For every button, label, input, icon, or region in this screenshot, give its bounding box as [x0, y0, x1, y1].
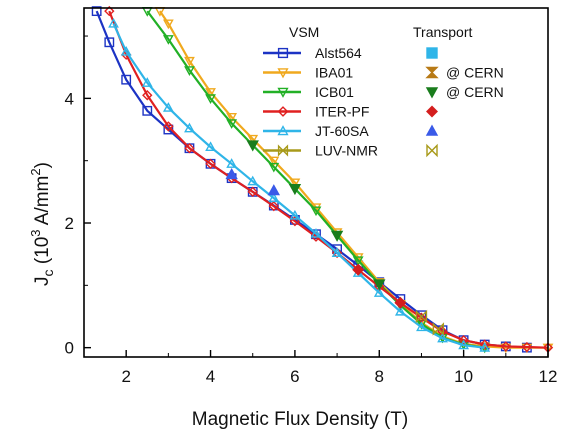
data-point-iter-pf [268, 200, 280, 212]
x-tick-label: 4 [206, 367, 215, 386]
legend-transport-marker-jt-60sa [425, 124, 439, 136]
legend-transport-note-iba01: @ CERN [446, 65, 504, 81]
data-point-iter-pf [184, 143, 195, 154]
transport-point-jt-60sa [225, 167, 238, 180]
series-line-jt-60sa [112, 23, 485, 349]
legend-label-alst564: Alst564 [315, 45, 362, 61]
data-point-jt-60sa [394, 305, 406, 316]
data-point-iter-pf [163, 121, 174, 132]
x-tick-label: 6 [290, 367, 299, 386]
legend-transport-marker-icb01 [425, 87, 439, 99]
data-point-iba01 [268, 156, 280, 167]
data-point-jt-60sa [437, 332, 448, 343]
data-point-jt-60sa [268, 192, 280, 203]
data-point-iba01 [289, 178, 301, 189]
data-point-icb01 [162, 35, 174, 45]
data-point-jt-60sa [458, 339, 470, 350]
data-point-alst564 [104, 37, 115, 48]
data-point-iter-pf [205, 158, 216, 169]
data-point-icb01 [310, 206, 322, 217]
data-point-jt-60sa [162, 102, 174, 112]
transport-point-jt-60sa [267, 184, 281, 196]
data-point-icb01 [352, 256, 364, 267]
legend-marker-jt-60sa [277, 125, 289, 136]
data-point-iba01 [162, 19, 174, 30]
transport-point-icb01 [288, 184, 302, 196]
x-tick-label: 8 [375, 367, 384, 386]
data-point-iba01 [184, 56, 195, 67]
data-point-icb01 [205, 94, 216, 105]
transport-point-iter-pf [394, 296, 407, 309]
legend-transport-marker-iba01 [425, 66, 439, 79]
transport-point-icb01 [330, 230, 344, 242]
x-tick-label: 2 [121, 367, 130, 386]
data-point-alst564 [91, 6, 102, 17]
legend-label-iter-pf: ITER-PF [315, 104, 369, 120]
plot-frame [83, 7, 549, 358]
data-point-jt-60sa [247, 175, 259, 186]
legend-label-luv-nmr: LUV-NMR [315, 143, 378, 159]
data-point-iter-pf [500, 341, 512, 352]
y-tick-label: 0 [65, 339, 74, 358]
data-point-jt-60sa [141, 77, 153, 87]
data-point-iter-pf [479, 339, 490, 350]
data-point-jt-60sa [184, 122, 195, 133]
legend-transport-marker-luv-nmr [426, 143, 438, 158]
legend-label-jt-60sa: JT-60SA [315, 123, 369, 139]
data-point-jt-60sa [289, 209, 301, 220]
transport-point-iter-pf [352, 263, 365, 276]
legend-label-iba01: IBA01 [315, 65, 353, 81]
data-point-iba01 [205, 88, 216, 98]
legend-marker-iter-pf [277, 106, 289, 117]
legend-marker-icb01 [277, 87, 289, 98]
data-point-iter-pf [521, 341, 533, 353]
axis-ticks: 2 4 6 8 10 12 0 2 4 [65, 35, 558, 386]
legend-transport-note-icb01: @ CERN [446, 84, 504, 100]
legend-transport-header: Transport [413, 24, 473, 40]
data-point-jt-60sa [331, 247, 343, 257]
legend-marker-iba01 [277, 68, 289, 79]
legend-vsm-header: VSM [289, 24, 319, 40]
transport-point-icb01 [373, 279, 386, 291]
data-point-iter-pf [247, 186, 258, 198]
data-point-icb01 [268, 162, 280, 173]
legend: VSM Transport Alst564 IBA01 @ CERN ICB01 @ C… [263, 24, 504, 159]
data-point-jt-60sa [373, 287, 385, 297]
data-point-icb01 [226, 119, 238, 129]
transport-point-icb01 [246, 140, 259, 152]
data-point-iba01 [226, 113, 238, 123]
y-tick-label: 4 [65, 89, 74, 108]
data-point-jt-60sa [120, 45, 132, 56]
y-axis-label: Jc (103 A/mm2) [28, 162, 56, 286]
data-point-icb01 [184, 66, 195, 76]
data-point-jt-60sa [108, 17, 119, 28]
data-point-alst564 [121, 74, 132, 85]
x-axis-label: Magnetic Flux Density (T) [192, 409, 408, 430]
legend-marker-alst564 [277, 47, 289, 59]
data-point-iter-pf [142, 90, 153, 101]
legend-transport-marker-alst564 [426, 47, 438, 59]
legend-transport-marker-iter-pf [426, 105, 438, 118]
series-line-iter-pf [108, 10, 549, 349]
data-point-iba01 [247, 134, 259, 145]
series-line-icb01 [146, 10, 485, 349]
transport-point-luv-nmr [415, 309, 428, 324]
x-tick-label: 10 [454, 367, 473, 386]
data-point-alst564 [142, 105, 153, 116]
data-point-jt-60sa [226, 158, 238, 168]
transport-points-layer [225, 140, 445, 336]
data-point-jt-60sa [205, 141, 216, 152]
data-point-jt-60sa [416, 321, 427, 332]
data-point-iter-pf [104, 5, 115, 17]
transport-point-luv-nmr [432, 322, 445, 336]
y-tick-label: 2 [65, 214, 74, 233]
data-point-jt-60sa [310, 227, 322, 238]
data-point-jt-60sa [479, 342, 491, 352]
legend-marker-luv-nmr [277, 144, 289, 157]
x-tick-label: 12 [539, 367, 558, 386]
data-point-iter-pf [289, 215, 301, 227]
legend-label-icb01: ICB01 [315, 84, 354, 100]
